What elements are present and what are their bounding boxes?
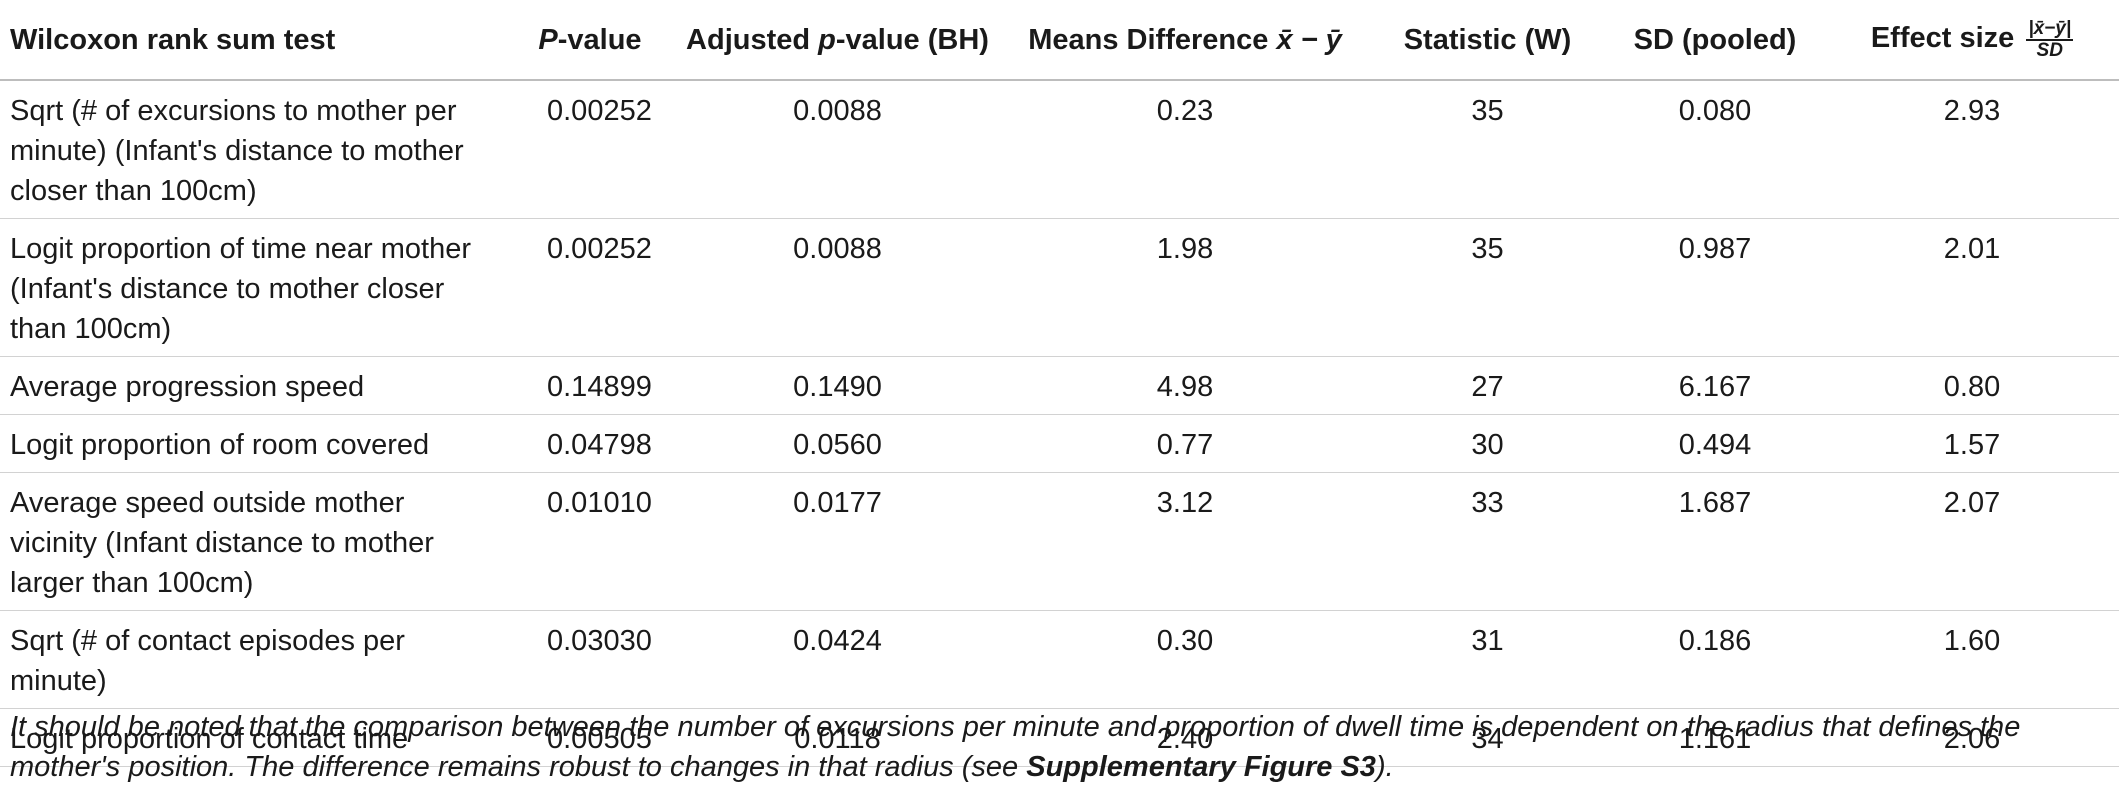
cell-effect-size: 1.57 xyxy=(1825,414,2119,473)
cell-sd-pooled: 0.080 xyxy=(1605,80,1825,219)
cell-adjusted-p-value: 0.0424 xyxy=(675,610,1000,709)
cell-p-value: 0.00505 xyxy=(505,708,675,767)
row-label: Logit proportion of time near mother (In… xyxy=(0,218,505,357)
cell-p-value: 0.14899 xyxy=(505,356,675,415)
header-p-italic: P xyxy=(538,23,558,56)
cell-statistic: 35 xyxy=(1370,80,1605,219)
header-text: Means Difference xyxy=(1028,23,1277,56)
cell-adjusted-p-value: 0.0088 xyxy=(675,80,1000,219)
header-test-name: Wilcoxon rank sum test xyxy=(0,0,505,80)
cell-means-difference: 4.98 xyxy=(1000,356,1370,415)
header-math-expression: x̄ − ȳ xyxy=(1276,23,1342,56)
cell-p-value: 0.01010 xyxy=(505,472,675,611)
cell-adjusted-p-value: 0.1490 xyxy=(675,356,1000,415)
row-label: Sqrt (# of contact episodes per minute) xyxy=(0,610,505,709)
row-label: Logit proportion of contact time xyxy=(0,708,505,767)
header-text: Statistic (W) xyxy=(1403,23,1572,56)
cell-means-difference: 2.40 xyxy=(1000,708,1370,767)
table-row: Sqrt (# of contact episodes per minute) … xyxy=(0,610,2119,709)
header-text: Effect size xyxy=(1870,22,2023,55)
cell-sd-pooled: 0.987 xyxy=(1605,218,1825,357)
cell-effect-size: 0.80 xyxy=(1825,356,2119,415)
cell-effect-size: 2.06 xyxy=(1825,708,2119,767)
cell-means-difference: 1.98 xyxy=(1000,218,1370,357)
cell-sd-pooled: 6.167 xyxy=(1605,356,1825,415)
cell-adjusted-p-value: 0.0560 xyxy=(675,414,1000,473)
header-means-difference: Means Difference x̄ − ȳ xyxy=(1000,0,1370,80)
cell-sd-pooled: 0.494 xyxy=(1605,414,1825,473)
row-label: Average speed outside mother vicinity (I… xyxy=(0,472,505,611)
cell-sd-pooled: 0.186 xyxy=(1605,610,1825,709)
cell-means-difference: 0.23 xyxy=(1000,80,1370,219)
header-text: -value xyxy=(557,23,642,56)
header-text: Adjusted xyxy=(686,23,819,56)
row-label: Sqrt (# of excursions to mother per minu… xyxy=(0,80,505,219)
header-text: -value (BH) xyxy=(835,23,989,56)
header-row: Wilcoxon rank sum test P-value Adjusted … xyxy=(0,0,2119,80)
supplementary-figure-link[interactable]: Supplementary Figure S3 xyxy=(1026,751,1376,783)
cell-effect-size: 1.60 xyxy=(1825,610,2119,709)
cell-statistic: 34 xyxy=(1370,708,1605,767)
row-label: Average progression speed xyxy=(0,356,505,415)
cell-statistic: 33 xyxy=(1370,472,1605,611)
cell-means-difference: 0.77 xyxy=(1000,414,1370,473)
cell-adjusted-p-value: 0.0088 xyxy=(675,218,1000,357)
header-p-value: P-value xyxy=(505,0,675,80)
cell-statistic: 31 xyxy=(1370,610,1605,709)
footnote-text: It should be noted that the comparison b… xyxy=(10,711,2021,783)
header-adjusted-p-value: Adjusted p-value (BH) xyxy=(675,0,1000,80)
effect-size-fraction: |x̄−ȳ| SD xyxy=(2026,17,2074,61)
cell-sd-pooled: 1.687 xyxy=(1605,472,1825,611)
fraction-numerator: |x̄−ȳ| xyxy=(2026,17,2074,41)
header-text: Wilcoxon rank sum test xyxy=(10,23,336,56)
cell-p-value: 0.03030 xyxy=(505,610,675,709)
footnote-tail: ). xyxy=(1375,751,1394,783)
table-header: Wilcoxon rank sum test P-value Adjusted … xyxy=(0,0,2119,80)
row-label: Logit proportion of room covered xyxy=(0,414,505,473)
results-table: Wilcoxon rank sum test P-value Adjusted … xyxy=(0,0,2119,767)
cell-effect-size: 2.07 xyxy=(1825,472,2119,611)
fraction-denominator: SD xyxy=(2036,39,2063,61)
cell-effect-size: 2.01 xyxy=(1825,218,2119,357)
table-body: Sqrt (# of excursions to mother per minu… xyxy=(0,80,2119,767)
cell-statistic: 30 xyxy=(1370,414,1605,473)
cell-means-difference: 3.12 xyxy=(1000,472,1370,611)
cell-p-value: 0.00252 xyxy=(505,80,675,219)
table-row: Logit proportion of room covered 0.04798… xyxy=(0,414,2119,473)
table-row: Average progression speed 0.14899 0.1490… xyxy=(0,356,2119,415)
header-statistic: Statistic (W) xyxy=(1370,0,1605,80)
cell-effect-size: 2.93 xyxy=(1825,80,2119,219)
header-sd-pooled: SD (pooled) xyxy=(1605,0,1825,80)
cell-sd-pooled: 1.161 xyxy=(1605,708,1825,767)
cell-p-value: 0.00252 xyxy=(505,218,675,357)
header-p-italic: p xyxy=(818,23,836,56)
table-footnote: It should be noted that the comparison b… xyxy=(10,707,2110,787)
cell-p-value: 0.04798 xyxy=(505,414,675,473)
cell-statistic: 27 xyxy=(1370,356,1605,415)
table-row: Average speed outside mother vicinity (I… xyxy=(0,472,2119,611)
header-effect-size: Effect size |x̄−ȳ| SD xyxy=(1825,0,2119,80)
cell-adjusted-p-value: 0.0118 xyxy=(675,708,1000,767)
table-row: Logit proportion of time near mother (In… xyxy=(0,218,2119,357)
cell-means-difference: 0.30 xyxy=(1000,610,1370,709)
table-row: Logit proportion of contact time 0.00505… xyxy=(0,708,2119,767)
table-row: Sqrt (# of excursions to mother per minu… xyxy=(0,80,2119,219)
header-text: SD (pooled) xyxy=(1633,23,1797,56)
cell-statistic: 35 xyxy=(1370,218,1605,357)
cell-adjusted-p-value: 0.0177 xyxy=(675,472,1000,611)
